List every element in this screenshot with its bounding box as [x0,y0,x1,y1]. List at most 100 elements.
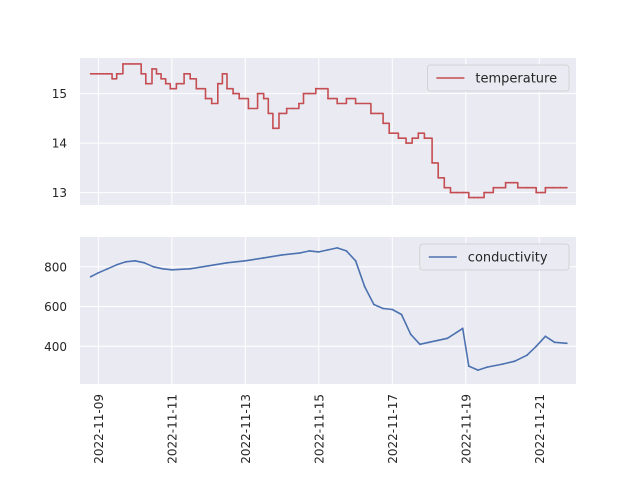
conductivity-data-point [513,360,516,363]
conductivity-data-point [477,369,479,371]
conductivity-data-point [317,251,320,253]
temperature-data-point [169,87,172,90]
conductivity-data-point [455,331,458,334]
legend-frame [419,243,570,271]
conductivity-data-point [308,250,311,252]
conductivity-data-point [89,275,92,278]
temperature-data-point [164,82,167,85]
conductivity-data-point [336,247,339,249]
conductivity-data-point [327,249,329,251]
conductivity-data-point [526,354,528,357]
conductivity-data-point [143,261,146,264]
temperature-data-point [411,137,414,140]
temperature-data-point [535,191,538,194]
conductivity-data-point [226,261,228,264]
conductivity-data-point [373,303,375,306]
temperature-data-point [370,112,372,115]
temperature-data-point [472,196,475,199]
conductivity-data-point [281,254,283,256]
temperature-data-point [262,97,265,100]
temperature-data-point [516,186,519,189]
temperature-data-point [189,77,192,80]
conductivity-data-point [391,308,394,311]
conductivity-data-point [501,363,504,365]
conductivity-data-point [419,343,421,346]
temperature-data-point [238,97,241,100]
conductivity-data-point [363,285,366,288]
y-tick-label: 14 [52,137,67,151]
temperature-data-point [247,107,250,110]
x-tick-label: 2022-11-21 [533,394,547,464]
conductivity-data-point [134,259,137,262]
temperature-data-point [291,107,294,110]
temperature-data-point [175,82,178,85]
conductivity-data-point [446,337,449,340]
temperature-data-point [195,87,198,90]
conductivity-data-point [544,335,547,338]
temperature-data-point [504,181,507,184]
temperature-data-point [397,137,400,140]
temperature-data-point [285,107,288,110]
temperature-data-point [437,176,440,179]
temperature-data-point [559,186,562,189]
conductivity-data-point [97,271,100,274]
x-tick-label: 2022-11-15 [312,394,326,464]
y-tick-label: 600 [44,300,67,314]
y-tick-label: 800 [44,260,67,274]
temperature-data-point [565,186,568,189]
temperature-data-point [423,137,426,140]
conductivity-data-point [467,365,470,367]
temperature-data-point [336,102,339,105]
conductivity-data-point [437,339,440,342]
temperature-data-point [526,186,528,189]
temperature-data-point [345,97,348,100]
temperature-data-point [431,162,433,164]
temperature-data-point [552,186,554,189]
temperature-data-point [443,186,446,189]
y-tick-label: 400 [44,340,67,354]
temperature-data-point [492,186,495,189]
temperature-data-point [467,196,470,199]
temperature-data-point [144,82,147,85]
temperature-data-point [455,191,458,194]
conductivity-data-point [207,264,210,267]
temperature-data-point [155,72,158,75]
temperature-data-point [151,68,153,70]
temperature-data-point [544,186,547,189]
temperature-data-point [129,63,132,65]
conductivity-data-point [400,313,403,316]
temperature-data-point [204,97,207,100]
temperature-data-point [298,102,300,105]
conductivity-panel: 400 600 800 conductivity 2022-11-09 2022-11-1… [44,237,576,464]
temperature-data-point [115,72,118,75]
temperature-data-point [483,191,485,194]
conductivity-data-point [428,341,430,344]
conductivity-data-point [106,267,109,270]
legend-label: conductivity [468,251,548,266]
temperature-data-point [405,142,407,145]
conductivity-data-point [125,260,127,263]
temperature-data-point [388,132,391,135]
legend: conductivity [419,243,570,271]
legend-label: temperature [475,72,557,87]
temperature-data-point [160,77,163,80]
temperature-data-point [308,92,311,95]
temperature-data-point [111,77,113,80]
temperature-data-point [327,97,329,100]
y-tick-label: 13 [52,186,67,200]
temperature-data-point [417,132,420,135]
temperature-data-point [272,127,274,130]
conductivity-data-point [115,263,118,266]
temperature-data-point [210,102,213,105]
temperature-data-point [278,112,280,115]
conductivity-data-point [486,366,489,368]
y-tick-label: 15 [52,87,67,101]
temperature-data-point [232,92,235,95]
temperature-data-point [449,191,452,194]
conductivity-data-point [161,267,164,270]
temperature-data-point [140,72,143,75]
temperature-data-point [89,72,92,75]
conductivity-data-point [152,265,155,268]
temperature-data-point [382,122,384,125]
